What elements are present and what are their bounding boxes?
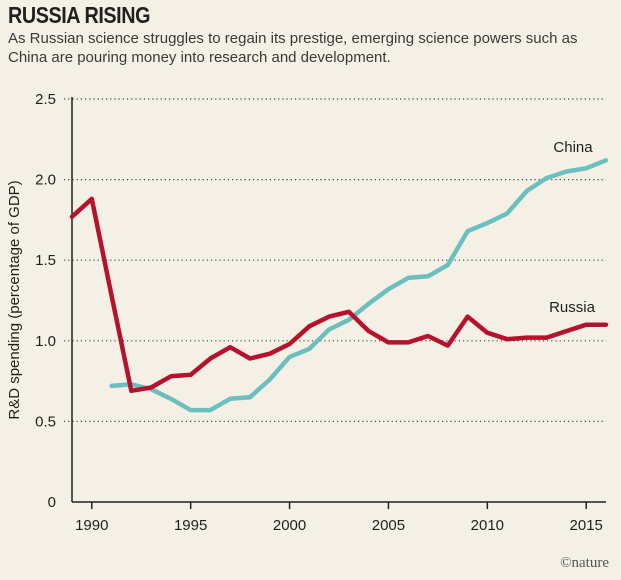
- series-line-russia: [69, 196, 609, 394]
- series-label-russia: Russia: [549, 299, 596, 316]
- x-tick-label: 2010: [471, 517, 504, 534]
- y-tick-label: 1.0: [35, 333, 56, 350]
- nature-credit: ©nature: [560, 555, 609, 571]
- series-label-china: China: [553, 139, 593, 156]
- chart-title: RUSSIA RISING: [8, 2, 151, 28]
- x-tick-label: 2005: [372, 517, 405, 534]
- y-tick-label: 1.5: [35, 252, 56, 269]
- axes: [71, 97, 606, 509]
- labels: 0 0.5 1.0 1.5 2.0 2.5 1990 1995 2000 2005 2010 2015…: [35, 91, 603, 534]
- y-tick-label: 2.5: [35, 91, 56, 108]
- x-tick-label: 2015: [570, 517, 603, 534]
- y-tick-label: 0.5: [35, 413, 56, 430]
- y-tick-label: 0: [48, 494, 56, 511]
- y-tick-label: 2.0: [35, 172, 56, 189]
- x-tick-label: 1995: [174, 517, 207, 534]
- series-line-china: [109, 158, 609, 413]
- x-tick-label: 1990: [75, 517, 108, 534]
- y-axis-label: R&D spending (percentage of GDP): [6, 180, 23, 419]
- series-lines: [69, 158, 609, 413]
- gridlines: [64, 98, 606, 422]
- x-tick-label: 2000: [273, 517, 306, 534]
- chart-subtitle: As Russian science struggles to regain i…: [8, 30, 578, 66]
